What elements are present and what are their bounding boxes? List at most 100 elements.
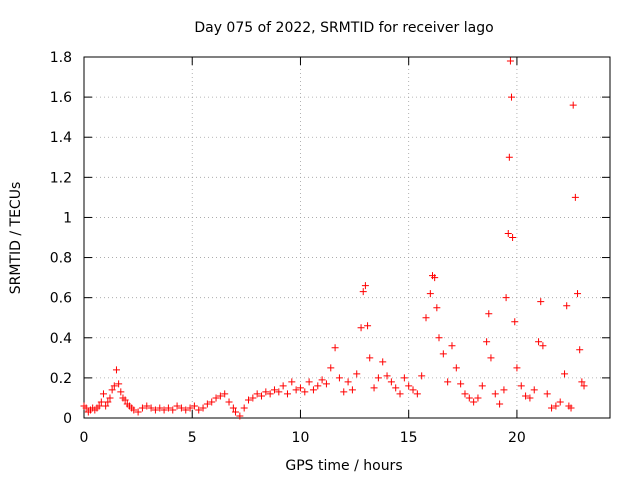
data-point — [400, 374, 408, 382]
data-point — [203, 400, 211, 408]
data-point — [138, 404, 146, 412]
data-point — [511, 318, 519, 326]
y-axis-ticks: 0 0.2 0.4 0.6 0.8 1 1.2 1.4 1.6 1.8 — [50, 50, 610, 427]
data-point — [327, 364, 335, 372]
data-point — [576, 346, 584, 354]
data-point — [409, 386, 417, 394]
data-point — [452, 364, 460, 372]
data-point — [279, 382, 287, 390]
data-point — [340, 388, 348, 396]
data-point — [556, 398, 564, 406]
chart-title: Day 075 of 2022, SRMTID for receiver lag… — [194, 20, 493, 36]
data-point — [301, 388, 309, 396]
data-point — [426, 290, 434, 298]
data-point — [156, 404, 164, 412]
y-tick-label: 0.2 — [50, 371, 72, 387]
data-point — [229, 404, 237, 412]
y-tick-label: 1.6 — [50, 90, 72, 106]
data-point — [387, 378, 395, 386]
data-point — [413, 390, 421, 398]
data-point — [522, 392, 530, 400]
data-point — [561, 370, 569, 378]
y-tick-label: 0.4 — [50, 331, 72, 347]
data-point — [461, 390, 469, 398]
data-point — [465, 394, 473, 402]
data-point — [470, 398, 478, 406]
data-point — [383, 372, 391, 380]
data-point — [82, 404, 90, 412]
data-point — [506, 57, 514, 65]
data-point — [478, 382, 486, 390]
data-point — [232, 408, 240, 416]
data-point — [487, 354, 495, 362]
data-point — [548, 404, 556, 412]
x-tick-label: 10 — [292, 430, 310, 446]
data-point — [396, 390, 404, 398]
data-point — [359, 288, 367, 296]
data-point — [435, 334, 443, 342]
data-point — [110, 382, 118, 390]
data-point — [173, 402, 181, 410]
data-point — [322, 380, 330, 388]
data-point — [164, 404, 172, 412]
x-tick-label: 5 — [188, 430, 197, 446]
data-point — [448, 342, 456, 350]
y-tick-label: 0.8 — [50, 251, 72, 267]
data-point — [433, 304, 441, 312]
data-point — [177, 404, 185, 412]
data-point — [574, 290, 582, 298]
data-point — [195, 406, 203, 414]
data-point — [112, 366, 120, 374]
data-point — [97, 398, 105, 406]
data-point — [571, 193, 579, 201]
y-tick-label: 1.4 — [50, 130, 72, 146]
data-point — [513, 364, 521, 372]
data-point — [331, 344, 339, 352]
data-point — [212, 394, 220, 402]
data-point — [249, 394, 257, 402]
data-point — [236, 412, 244, 420]
data-point — [147, 404, 155, 412]
data-point — [500, 386, 508, 394]
data-point — [422, 314, 430, 322]
data-point — [496, 400, 504, 408]
data-point — [182, 406, 190, 414]
data-point — [374, 374, 382, 382]
x-tick-label: 20 — [508, 430, 526, 446]
data-point — [439, 350, 447, 358]
data-point — [253, 390, 261, 398]
data-point — [502, 294, 510, 302]
data-point — [221, 390, 229, 398]
data-point — [357, 324, 365, 332]
data-point — [370, 384, 378, 392]
y-tick-label: 1.2 — [50, 170, 72, 186]
grid-lines — [84, 57, 610, 418]
data-point — [539, 342, 547, 350]
data-point — [305, 378, 313, 386]
data-point — [353, 370, 361, 378]
data-point — [431, 274, 439, 282]
data-point — [160, 406, 168, 414]
data-point — [335, 374, 343, 382]
data-point — [186, 404, 194, 412]
data-point — [108, 386, 116, 394]
data-point — [309, 386, 317, 394]
plot-frame — [83, 56, 611, 419]
data-point — [117, 388, 125, 396]
data-point — [318, 376, 326, 384]
y-axis-label: SRMTID / TECUs — [8, 182, 24, 295]
data-point — [537, 298, 545, 306]
data-point — [505, 153, 513, 161]
data-point — [509, 234, 517, 241]
data-point — [283, 390, 291, 398]
data-point — [95, 402, 103, 410]
data-point — [344, 378, 352, 386]
data-point — [134, 408, 142, 416]
data-point — [444, 378, 452, 386]
data-point — [405, 382, 413, 390]
data-point — [208, 398, 216, 406]
x-tick-label: 0 — [80, 430, 89, 446]
data-point — [366, 354, 374, 362]
data-point — [483, 338, 491, 346]
